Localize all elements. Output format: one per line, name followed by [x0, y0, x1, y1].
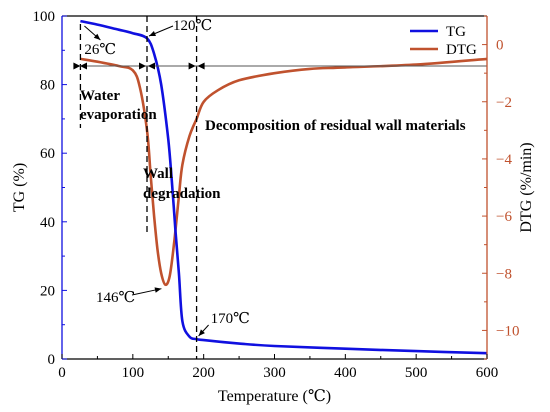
x-tick-label: 300 — [263, 365, 286, 381]
annotation-label: 146℃ — [96, 290, 135, 306]
legend: TG DTG — [410, 24, 477, 58]
x-axis-title: Temperature (℃) — [218, 388, 331, 405]
y-right-tick-label: 0 — [496, 38, 504, 54]
arrow-head — [139, 62, 146, 70]
annotation-label: Decomposition of residual wall materials — [205, 118, 466, 134]
annotation-layer: 26℃ 120℃ 146℃ 170℃ Water evaporation Wall degra… — [73, 16, 487, 359]
x-tick-label: 100 — [122, 365, 145, 381]
pointer-arrow-head — [154, 287, 162, 293]
arrow-head — [73, 62, 81, 70]
y-right-tick-label: −2 — [496, 95, 512, 111]
y-right-tick-label: −8 — [496, 266, 512, 282]
arrow-head — [188, 62, 196, 70]
annotation-label: 120℃ — [173, 18, 212, 34]
y-right-axis-title: DTG (%/min) — [518, 142, 535, 232]
x-tick-label: 500 — [405, 365, 428, 381]
y-left-tick-label: 80 — [40, 78, 55, 94]
arrow-head — [80, 62, 87, 70]
arrow-head — [197, 62, 205, 70]
y-left-tick-label: 40 — [40, 215, 55, 231]
y-left-tick-label: 20 — [40, 283, 55, 299]
annotation-label: degradation — [143, 186, 221, 202]
x-tick-label: 0 — [58, 365, 66, 381]
annotation-label: 170℃ — [211, 311, 250, 327]
y-right-tick-label: −6 — [496, 209, 512, 225]
pointer-arrow-head — [149, 31, 156, 37]
x-tick-label: 600 — [476, 365, 499, 381]
annotation-label: Water — [80, 88, 120, 104]
y-left-tick-label: 60 — [40, 146, 55, 162]
y-left-tick-label: 0 — [48, 352, 56, 368]
series-layer — [80, 19, 488, 355]
pointer-arrow-head — [93, 33, 101, 40]
annotation-label: Wall — [143, 166, 173, 182]
axis-layer: 0 100 200 300 400 500 600 0 20 40 60 80 100 0 −2 −4 −6 −8… — [11, 9, 535, 405]
annotation-label: evaporation — [80, 107, 157, 123]
annotation-label: 26℃ — [84, 42, 116, 58]
pointer-arrow-head — [198, 329, 205, 336]
tg-series-line — [80, 19, 488, 355]
x-tick-label: 400 — [334, 365, 357, 381]
y-left-tick-label: 100 — [33, 9, 56, 25]
y-right-tick-label: −10 — [496, 323, 519, 339]
y-right-tick-label: −4 — [496, 152, 512, 168]
x-tick-label: 200 — [192, 365, 215, 381]
dtg-series-line — [80, 57, 488, 287]
arrow-head — [148, 62, 155, 70]
legend-label-dtg: DTG — [446, 42, 477, 58]
y-left-axis-title: TG (%) — [11, 163, 28, 212]
legend-label-tg: TG — [446, 24, 466, 40]
